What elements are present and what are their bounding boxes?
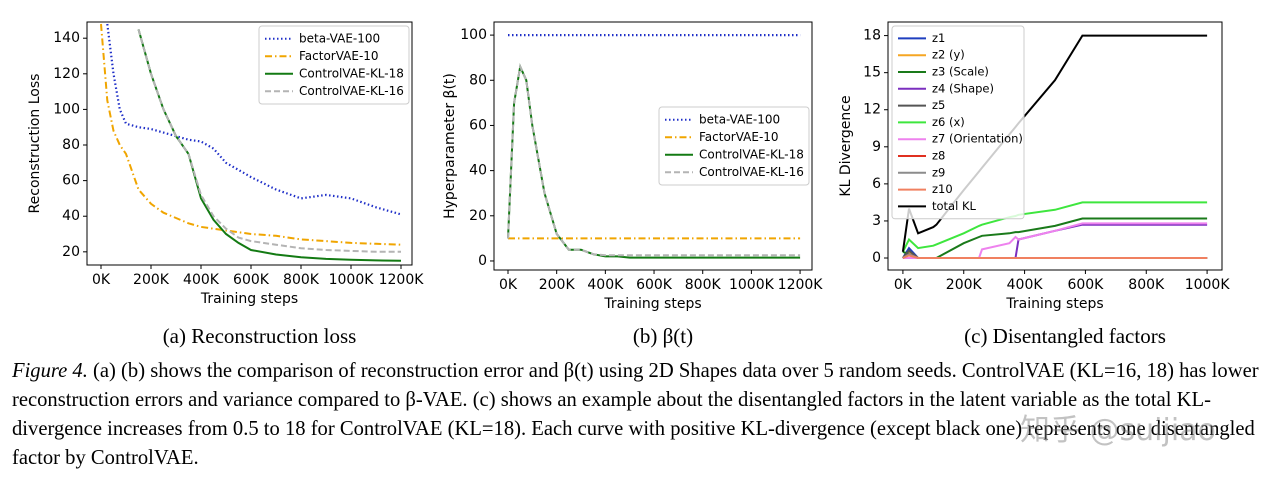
series-line	[902, 222, 1208, 259]
y-tick-label: 18	[863, 28, 881, 44]
x-tick-label: 1000K	[1185, 277, 1231, 293]
legend-box	[891, 25, 1025, 220]
x-tick-label: 200K	[539, 277, 576, 293]
x-tick-label: 1000K	[729, 277, 775, 293]
x-tick-label: 0K	[499, 277, 518, 293]
x-tick-label: 600K	[233, 272, 270, 288]
x-tick-label: 0K	[894, 277, 913, 293]
y-tick-label: 120	[53, 66, 80, 82]
legend-label: z10	[932, 182, 953, 196]
legend-label: z3 (Scale)	[932, 65, 989, 79]
series-line	[507, 63, 801, 257]
plot-frame	[493, 21, 813, 271]
x-tick-label: 800K	[685, 277, 722, 293]
x-tick-label: 0K	[92, 272, 111, 288]
y-tick-label: 80	[469, 72, 487, 88]
legend-label: ControlVAE-KL-18	[299, 66, 404, 80]
y-tick-label: 20	[62, 244, 80, 260]
figure-label: Figure 4.	[12, 360, 88, 382]
series-line	[902, 246, 1208, 259]
y-axis-label: KL Divergence	[838, 95, 854, 196]
legend-label: z1	[932, 31, 945, 45]
series-line	[137, 29, 402, 262]
x-tick-label: 400K	[1007, 277, 1044, 293]
x-tick-label: 1000K	[329, 272, 375, 288]
series-line	[106, 23, 402, 216]
subcaption: (c) Disentangled factors	[964, 324, 1166, 348]
y-tick-label: 12	[863, 102, 881, 118]
x-axis-label: Training steps	[603, 296, 701, 312]
legend-label: z8	[932, 149, 945, 163]
y-tick-label: 20	[469, 208, 487, 224]
x-tick-label: 800K	[283, 272, 320, 288]
y-axis-label: Reconstruction Loss	[27, 74, 43, 214]
y-axis-label: Hyperparameter β(t)	[442, 73, 458, 219]
series-line	[137, 29, 401, 253]
y-tick-label: 15	[863, 65, 881, 81]
figure-caption: Figure 4. (a) (b) shows the comparison o…	[12, 357, 1268, 473]
x-tick-label: 600K	[636, 277, 673, 293]
x-axis-label: Training steps	[1005, 296, 1103, 312]
legend-label: z9	[932, 165, 945, 179]
legend-label: FactorVAE-10	[299, 49, 379, 63]
x-tick-label: 600K	[1067, 277, 1104, 293]
y-tick-label: 40	[469, 163, 487, 179]
subcaption: (b) β(t)	[633, 324, 693, 348]
y-tick-label: 140	[53, 30, 80, 46]
y-tick-label: 3	[872, 213, 881, 229]
legend-label: z6 (x)	[932, 115, 965, 129]
legend-label: total KL	[932, 199, 976, 213]
y-tick-label: 60	[62, 173, 80, 189]
y-tick-label: 0	[478, 253, 487, 269]
legend-box	[258, 25, 410, 105]
x-tick-label: 1200K	[778, 277, 824, 293]
x-tick-label: 1200K	[379, 272, 425, 288]
y-tick-label: 6	[872, 176, 881, 192]
y-tick-label: 40	[62, 208, 80, 224]
x-tick-label: 800K	[1128, 277, 1165, 293]
x-tick-label: 200K	[946, 277, 983, 293]
x-tick-label: 400K	[587, 277, 624, 293]
legend-label: beta-VAE-100	[699, 112, 780, 126]
series-line	[902, 201, 1208, 253]
legend-label: z7 (Orientation)	[932, 132, 1023, 146]
y-tick-label: 100	[460, 27, 487, 43]
caption-text: (a) (b) shows the comparison of reconstr…	[12, 360, 1259, 469]
y-tick-label: 0	[872, 250, 881, 266]
x-axis-label: Training steps	[200, 291, 298, 307]
legend-label: beta-VAE-100	[299, 31, 380, 45]
legend-label: ControlVAE-KL-18	[699, 147, 804, 161]
legend-label: FactorVAE-10	[699, 130, 779, 144]
legend-label: z5	[932, 98, 945, 112]
x-tick-label: 200K	[133, 272, 170, 288]
y-tick-label: 100	[53, 101, 80, 117]
legend-label: ControlVAE-KL-16	[699, 165, 804, 179]
legend-label: ControlVAE-KL-16	[299, 84, 404, 98]
y-tick-label: 9	[872, 139, 881, 155]
legend-box	[658, 106, 810, 186]
legend-label: z2 (y)	[932, 48, 965, 62]
watermark: 知乎 @suijiao	[1020, 413, 1216, 448]
subcaption: (a) Reconstruction loss	[163, 324, 357, 348]
y-tick-label: 60	[469, 117, 487, 133]
plot-frame	[86, 21, 413, 266]
y-tick-label: 80	[62, 137, 80, 153]
series-line	[902, 223, 1208, 259]
series-line	[902, 254, 1208, 259]
series-line	[100, 23, 402, 246]
legend-label: z4 (Shape)	[932, 81, 994, 95]
x-tick-label: 400K	[183, 272, 220, 288]
plot-frame	[887, 21, 1223, 271]
